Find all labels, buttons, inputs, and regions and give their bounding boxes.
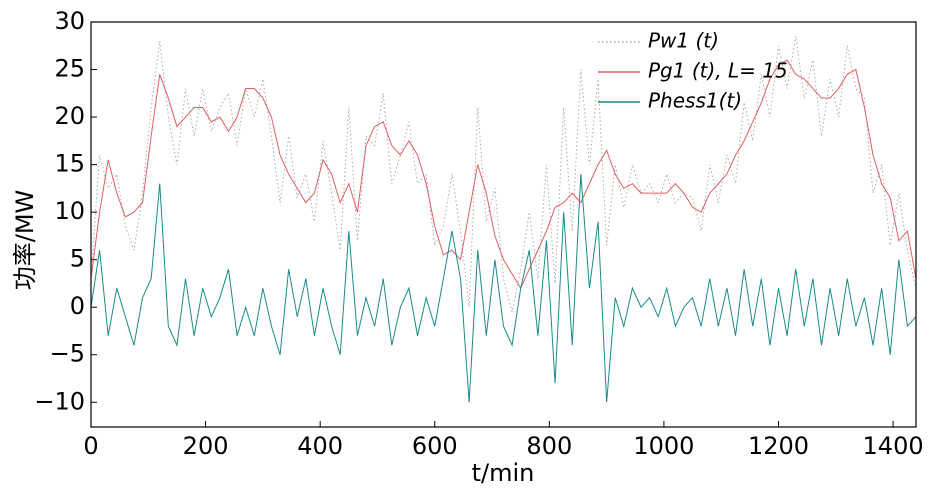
x-tick-label: 1000 [633,432,694,460]
x-tick-label: 600 [412,432,458,460]
y-tick-label: −5 [50,340,85,368]
legend-label: Pg1 (t), L= 15 [648,59,788,83]
legend-label: Pw1 (t) [648,29,719,53]
x-tick-label: 400 [297,432,343,460]
x-tick-label: 1200 [748,432,809,460]
y-tick-label: 15 [54,150,85,178]
series-line [90,36,917,313]
x-tick-label: 0 [83,432,98,460]
y-tick-label: 25 [54,55,85,83]
y-tick-label: 0 [70,292,85,320]
x-tick-label: 200 [183,432,229,460]
x-tick-label: 800 [526,432,572,460]
x-axis-label: t/min [472,459,535,487]
y-tick-label: 20 [54,102,85,130]
y-tick-label: 30 [54,7,85,35]
y-axis-label: 功率/MW [11,190,39,291]
series-line [90,174,917,403]
x-tick-label: 1400 [863,432,924,460]
y-tick-label: 10 [54,197,85,225]
y-tick-label: −10 [34,387,85,415]
y-tick-label: 5 [70,245,85,273]
plot-frame [90,21,917,428]
legend-label: Phess1(t) [648,89,742,113]
series-line [90,59,917,290]
